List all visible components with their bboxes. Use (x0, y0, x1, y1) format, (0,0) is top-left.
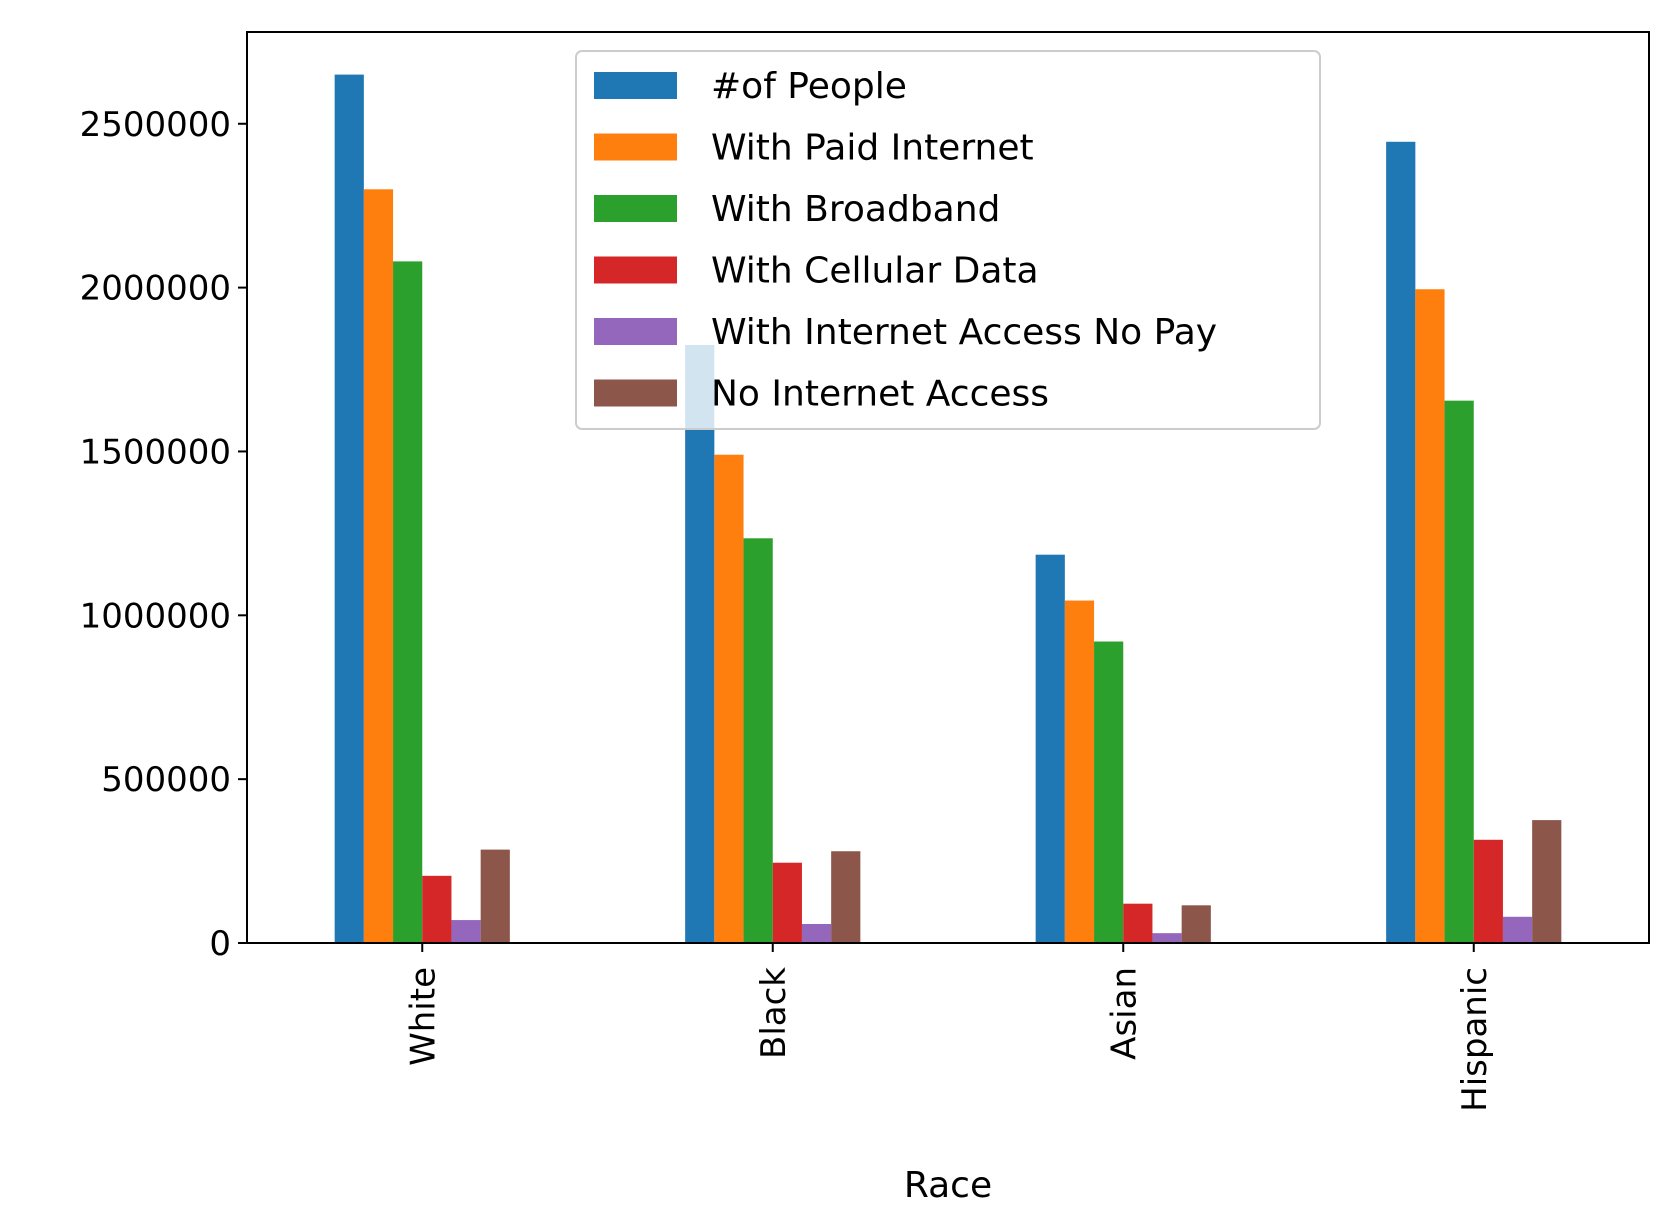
bar-white-with-cellular-data (422, 875, 452, 943)
bar-hispanic-with-internet-access-no-pay (1502, 916, 1533, 943)
y-tick-label: 500000 (101, 760, 231, 800)
y-tick-label: 1500000 (80, 432, 231, 472)
legend-entry-label: No Internet Access (711, 374, 1049, 415)
legend-entry-label: With Broadband (711, 189, 1000, 230)
legend: #of People With Paid Internet With Broadba… (575, 50, 1321, 430)
bar-hispanic-with-cellular-data (1473, 839, 1503, 943)
bar-black-no-internet-access (831, 851, 861, 943)
bar-asian-with-paid-internet (1064, 600, 1095, 943)
legend-entry-label: With Cellular Data (711, 251, 1039, 292)
legend-swatch (594, 133, 677, 161)
bar-white-with-paid-internet (363, 189, 394, 944)
bar-asian-with-broadband (1094, 641, 1124, 943)
legend-swatch (594, 318, 677, 345)
bar-black-with-cellular-data (772, 862, 802, 943)
bar-black-of-people (685, 344, 715, 943)
legend-swatch (594, 256, 677, 284)
bar-white-of-people (334, 74, 364, 944)
bar-asian-with-internet-access-no-pay (1152, 933, 1182, 943)
bar-asian-of-people (1035, 554, 1065, 943)
axes-layer: 0 500000 1000000 1500000 2000000 2500000 White… (80, 31, 1650, 1112)
bar-white-with-broadband (393, 261, 423, 943)
x-axis-label: Race (904, 1165, 992, 1206)
x-tick-label-white: White (403, 967, 443, 1066)
y-tick-label: 2000000 (80, 269, 231, 309)
bars-layer (334, 74, 1562, 944)
x-tick-label-hispanic: Hispanic (1455, 967, 1495, 1112)
y-tick-label: 1000000 (80, 596, 231, 636)
y-tick-label: 0 (209, 924, 231, 964)
legend-swatch (594, 379, 677, 407)
legend-entry-label: With Internet Access No Pay (711, 312, 1217, 353)
x-tick-label-black: Black (754, 967, 794, 1059)
legend-entry-label: #of People (711, 66, 907, 107)
bar-hispanic-no-internet-access (1532, 820, 1562, 943)
bar-hispanic-of-people (1386, 141, 1416, 943)
bar-white-no-internet-access (480, 849, 510, 943)
legend-entry-label: With Paid Internet (711, 128, 1034, 169)
bar-black-with-broadband (743, 538, 773, 943)
bar-hispanic-with-paid-internet (1415, 289, 1445, 943)
bar-white-with-internet-access-no-pay (451, 920, 481, 943)
legend-box (575, 50, 1321, 430)
bar-black-with-internet-access-no-pay (801, 923, 832, 943)
plot-frame (246, 31, 1650, 944)
bar-black-with-paid-internet (714, 454, 744, 943)
bar-hispanic-with-broadband (1444, 400, 1474, 943)
bar-asian-no-internet-access (1181, 905, 1211, 943)
y-tick-label: 2500000 (80, 105, 231, 145)
legend-swatch (594, 72, 677, 99)
bar-asian-with-cellular-data (1123, 903, 1153, 943)
legend-swatch (594, 195, 677, 222)
x-tick-label-asian: Asian (1104, 967, 1144, 1060)
